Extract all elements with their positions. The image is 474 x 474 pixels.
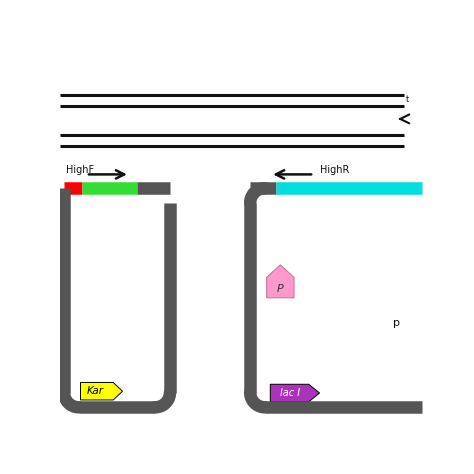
Polygon shape — [267, 265, 294, 298]
Text: lac I: lac I — [280, 388, 300, 398]
Polygon shape — [270, 384, 319, 402]
Text: p: p — [392, 319, 400, 328]
Text: Kar: Kar — [87, 386, 104, 396]
Text: t: t — [405, 95, 409, 104]
Text: HighF: HighF — [66, 165, 94, 175]
Text: HighR: HighR — [319, 165, 349, 175]
Text: P: P — [277, 283, 284, 293]
Polygon shape — [81, 383, 122, 400]
